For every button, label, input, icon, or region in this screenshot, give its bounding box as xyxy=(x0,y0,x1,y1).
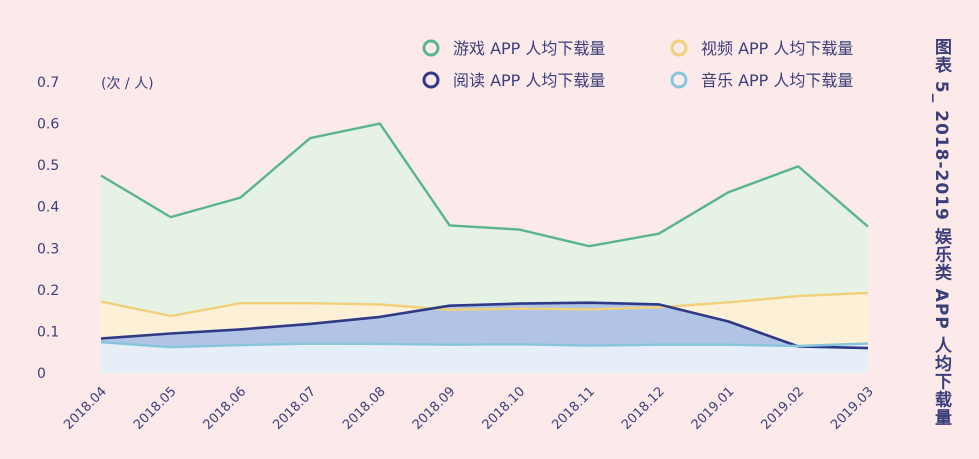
x-tick-label: 2018.04 xyxy=(61,384,110,433)
x-tick-label: 2018.10 xyxy=(480,384,529,433)
line-music xyxy=(100,341,869,349)
x-tick-label: 2018.11 xyxy=(549,384,598,433)
chart-title: 图表 5_ 2018-2019 娱乐类 APP 人均下载量 xyxy=(931,38,951,427)
y-tick-label: 0.7 xyxy=(37,75,59,91)
y-tick-label: 0.5 xyxy=(37,158,59,174)
legend-label-reading: 阅读 APP 人均下载量 xyxy=(453,71,605,90)
legend-marker-game xyxy=(422,39,440,57)
y-tick-label: 0.1 xyxy=(37,324,59,340)
x-tick-label: 2018.12 xyxy=(619,384,668,433)
x-tick-label: 2018.06 xyxy=(201,384,250,433)
legend-marker-music xyxy=(670,71,688,89)
x-tick-label: 2018.07 xyxy=(270,384,319,433)
y-tick-label: 0.6 xyxy=(37,117,59,133)
y-tick-label: 0.2 xyxy=(37,283,59,299)
legend-label-game: 游戏 APP 人均下载量 xyxy=(453,39,605,58)
y-tick-label: 0.4 xyxy=(37,200,59,216)
x-tick-label: 2018.09 xyxy=(410,384,459,433)
line-game xyxy=(100,122,869,248)
line-reading xyxy=(100,301,869,350)
y-tick-label: 0.3 xyxy=(37,241,59,257)
x-tick-label: 2018.08 xyxy=(340,384,389,433)
legend-label-video: 视频 APP 人均下载量 xyxy=(701,39,853,58)
x-tick-label: 2019.01 xyxy=(689,384,738,433)
area-music xyxy=(101,342,868,373)
y-tick-label: 0 xyxy=(37,366,46,382)
legend-marker-video xyxy=(670,39,688,57)
x-tick-label: 2018.05 xyxy=(131,384,180,433)
y-unit-label: (次 / 人) xyxy=(101,76,154,92)
x-tick-label: 2019.03 xyxy=(828,384,877,433)
legend-marker-reading xyxy=(422,71,440,89)
legend-label-music: 音乐 APP 人均下载量 xyxy=(701,71,853,90)
line-video xyxy=(100,291,869,318)
x-tick-label: 2019.02 xyxy=(758,384,807,433)
